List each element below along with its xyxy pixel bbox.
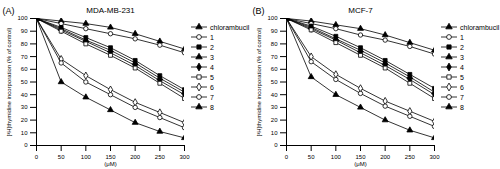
html-text:4: 4 <box>460 63 464 71</box>
svg-text:50: 50 <box>21 79 28 85</box>
svg-text:250: 250 <box>405 154 416 160</box>
html-text:7: 7 <box>210 93 214 101</box>
svg-text:(μM): (μM) <box>104 161 116 167</box>
svg-text:[³H]thymidine incorporation (%: [³H]thymidine incorporation (% of contro… <box>6 27 12 136</box>
svg-text:70: 70 <box>271 54 278 60</box>
svg-text:200: 200 <box>130 154 141 160</box>
html-text:8: 8 <box>210 103 214 111</box>
html-text:6: 6 <box>210 83 214 91</box>
html-text:4: 4 <box>210 63 214 71</box>
svg-text:20: 20 <box>21 117 28 123</box>
svg-text:100: 100 <box>267 15 278 21</box>
svg-text:40: 40 <box>21 92 28 98</box>
svg-text:90: 90 <box>271 28 278 34</box>
svg-text:200: 200 <box>380 154 391 160</box>
html-text:2: 2 <box>460 43 464 51</box>
svg-text:300: 300 <box>429 154 440 160</box>
svg-text:0: 0 <box>35 154 39 160</box>
svg-text:0: 0 <box>285 154 289 160</box>
svg-text:0: 0 <box>24 142 28 148</box>
svg-text:(μM): (μM) <box>354 161 366 167</box>
svg-text:30: 30 <box>21 104 28 110</box>
svg-text:150: 150 <box>105 154 116 160</box>
svg-text:10: 10 <box>271 130 278 136</box>
svg-text:150: 150 <box>355 154 366 160</box>
svg-text:[³H]thymidine incorporation (%: [³H]thymidine incorporation (% of contro… <box>256 27 262 136</box>
svg-text:(A): (A) <box>3 6 15 16</box>
svg-text:100: 100 <box>17 15 28 21</box>
svg-text:80: 80 <box>21 41 28 47</box>
svg-text:90: 90 <box>21 28 28 34</box>
svg-text:10: 10 <box>21 130 28 136</box>
svg-text:100: 100 <box>331 154 342 160</box>
svg-text:MDA-MB-231: MDA-MB-231 <box>86 6 135 15</box>
html-text:3: 3 <box>210 53 214 61</box>
svg-text:30: 30 <box>271 104 278 110</box>
html-text:5: 5 <box>460 73 464 81</box>
svg-text:80: 80 <box>271 41 278 47</box>
svg-text:300: 300 <box>179 154 190 160</box>
svg-text:60: 60 <box>21 66 28 72</box>
svg-text:100: 100 <box>81 154 92 160</box>
html-text:chlorambucil: chlorambucil <box>210 23 250 31</box>
svg-text:250: 250 <box>155 154 166 160</box>
html-text:8: 8 <box>460 103 464 111</box>
svg-text:50: 50 <box>308 154 315 160</box>
html-text:1: 1 <box>460 33 464 41</box>
html-text:5: 5 <box>210 73 214 81</box>
html-text:1: 1 <box>210 33 214 41</box>
svg-text:50: 50 <box>58 154 65 160</box>
html-text:2: 2 <box>210 43 214 51</box>
html-text:7: 7 <box>460 93 464 101</box>
html-text:chlorambucil: chlorambucil <box>460 23 500 31</box>
html-text:3: 3 <box>460 53 464 61</box>
svg-text:MCF-7: MCF-7 <box>348 6 373 15</box>
html-text:6: 6 <box>460 83 464 91</box>
svg-text:(B): (B) <box>253 6 265 16</box>
svg-text:0: 0 <box>274 142 278 148</box>
svg-text:60: 60 <box>271 66 278 72</box>
svg-text:40: 40 <box>271 92 278 98</box>
svg-text:70: 70 <box>21 54 28 60</box>
svg-text:50: 50 <box>271 79 278 85</box>
svg-text:20: 20 <box>271 117 278 123</box>
